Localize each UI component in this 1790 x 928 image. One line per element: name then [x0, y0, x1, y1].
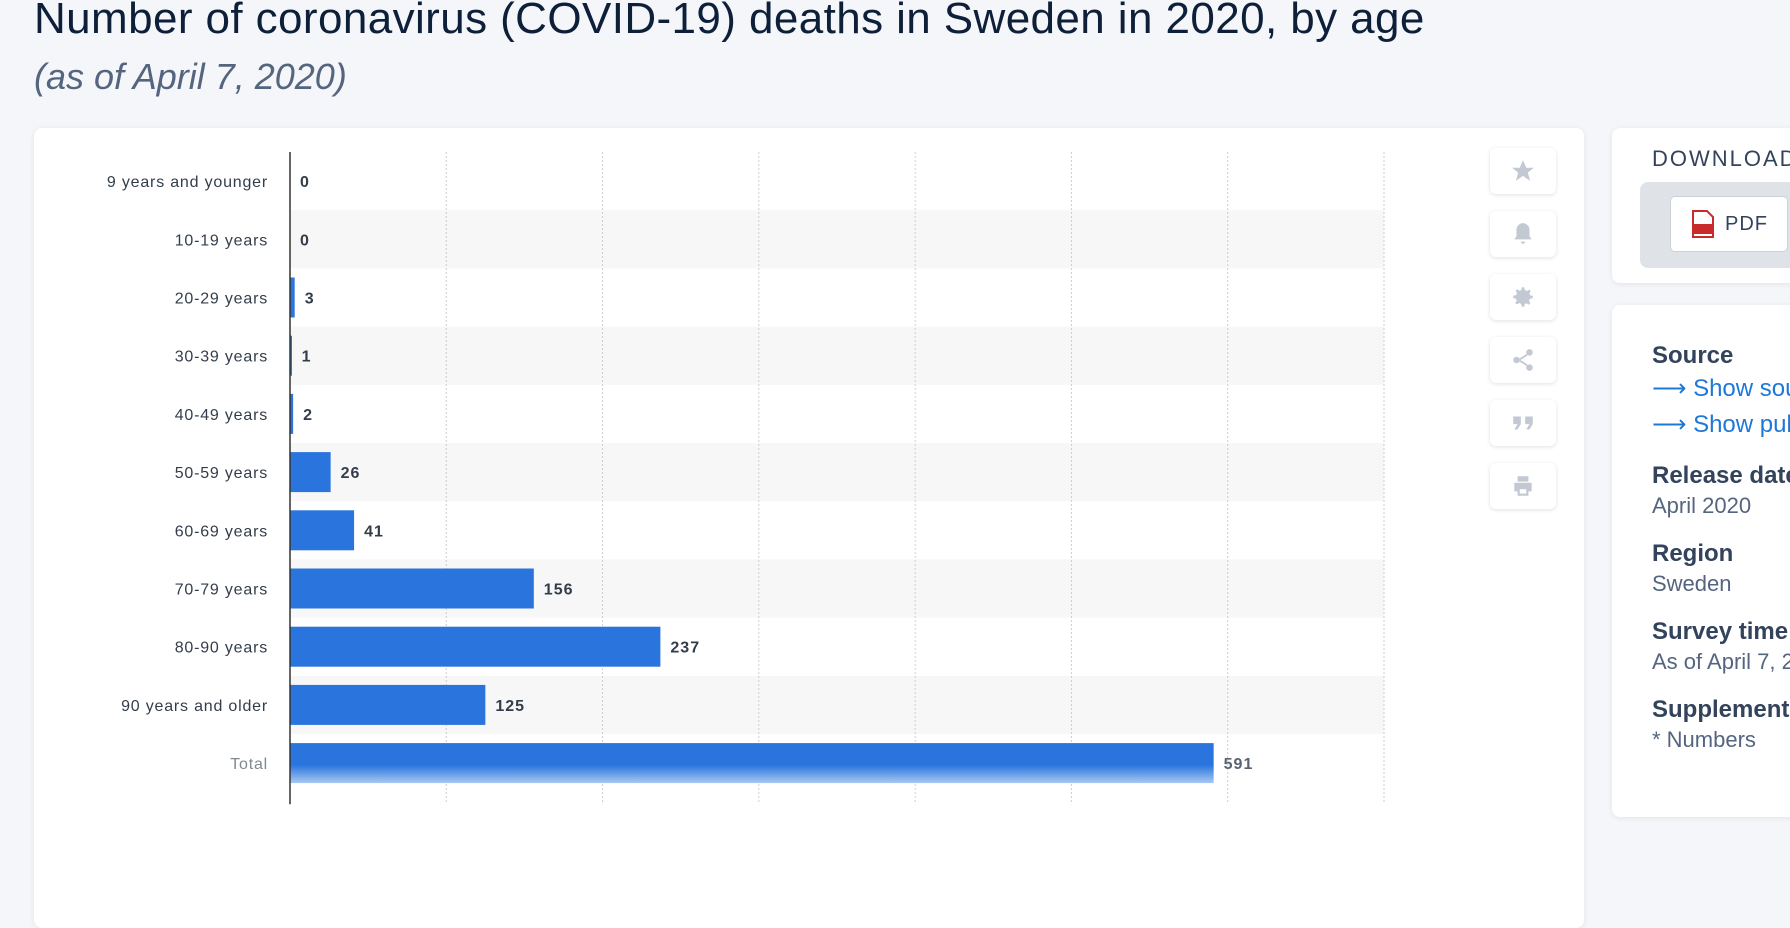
- print-button[interactable]: [1490, 463, 1556, 509]
- settings-button[interactable]: [1490, 274, 1556, 320]
- gear-icon: [1513, 287, 1533, 307]
- category-label: 9 years and younger: [107, 174, 268, 191]
- pdf-label: PDF: [1725, 212, 1768, 235]
- bar: [290, 452, 331, 493]
- pdf-download-button[interactable]: PDF: [1670, 196, 1788, 252]
- data-label: 3: [305, 291, 315, 308]
- category-label: Total: [230, 756, 268, 773]
- bar: [290, 684, 486, 725]
- page-subtitle: (as of April 7, 2020): [34, 56, 347, 97]
- data-label: 0: [300, 174, 310, 191]
- show-source-text: Show source: [1693, 375, 1790, 402]
- data-label: 156: [544, 582, 574, 599]
- bar: [290, 393, 294, 434]
- data-label: 591: [1224, 756, 1254, 773]
- data-label: 0: [300, 232, 310, 249]
- bar-chart: 9 years and younger 0 10-19 years 0 20-29 ye…: [107, 152, 1385, 805]
- category-label: 60-69 years: [175, 523, 268, 540]
- notification-button[interactable]: [1490, 211, 1556, 257]
- download-title: DOWNLOAD: [1652, 146, 1790, 171]
- data-label: 237: [670, 640, 700, 657]
- row-band: [290, 326, 1384, 385]
- supplementary-notes-value: * Numbers: [1652, 727, 1756, 752]
- data-label: 41: [364, 523, 384, 540]
- bar: [290, 510, 355, 551]
- data-label: 125: [495, 698, 525, 715]
- data-label: 26: [341, 465, 361, 482]
- print-icon: [1514, 476, 1532, 496]
- survey-period-value: As of April 7, 2020: [1652, 649, 1790, 674]
- source-label: Source: [1652, 342, 1734, 369]
- bell-icon: [1514, 223, 1532, 244]
- cite-button[interactable]: [1490, 400, 1556, 446]
- share-button[interactable]: [1490, 337, 1556, 383]
- favorite-button[interactable]: [1490, 148, 1556, 194]
- share-icon: [1513, 349, 1533, 371]
- quote-icon: [1513, 416, 1533, 430]
- chart-card: 9 years and younger 0 10-19 years 0 20-29 ye…: [34, 128, 1584, 928]
- chart-toolbar: [1490, 148, 1556, 526]
- category-label: 70-79 years: [175, 582, 268, 599]
- bar: [290, 335, 292, 376]
- download-options: PDF: [1640, 182, 1790, 268]
- data-label: 2: [303, 407, 313, 424]
- region-value: Sweden: [1652, 571, 1732, 596]
- bar: [290, 277, 295, 318]
- row-band: [290, 210, 1384, 269]
- release-date-value: April 2020: [1652, 493, 1752, 518]
- category-label: 10-19 years: [175, 232, 268, 249]
- page-title: Number of coronavirus (COVID-19) deaths …: [34, 0, 1425, 43]
- category-label: 30-39 years: [175, 349, 268, 366]
- bar: [290, 743, 1214, 784]
- release-date-label: Release date: [1652, 462, 1790, 489]
- show-publisher-link[interactable]: ⟶ Show publisher information: [1652, 407, 1790, 443]
- survey-period-label: Survey time period: [1652, 618, 1790, 645]
- region-label: Region: [1652, 540, 1734, 567]
- bar: [290, 626, 661, 667]
- category-label: 50-59 years: [175, 465, 268, 482]
- category-label: 20-29 years: [175, 291, 268, 308]
- category-label: 80-90 years: [175, 640, 268, 657]
- data-label: 1: [302, 349, 312, 366]
- download-card: DOWNLOAD PDF: [1612, 128, 1790, 283]
- supplementary-notes-label: Supplementary notes: [1652, 696, 1790, 723]
- show-source-link[interactable]: ⟶ Show source: [1652, 371, 1790, 407]
- row-band: [290, 443, 1384, 502]
- info-card: Source ⟶ Show source ⟶ Show publisher in…: [1612, 305, 1790, 817]
- category-label: 90 years and older: [121, 698, 268, 715]
- show-publisher-text: Show publisher information: [1693, 411, 1790, 438]
- bar: [290, 568, 534, 609]
- category-label: 40-49 years: [175, 407, 268, 424]
- pdf-icon: [1692, 210, 1714, 238]
- star-icon: [1512, 160, 1534, 181]
